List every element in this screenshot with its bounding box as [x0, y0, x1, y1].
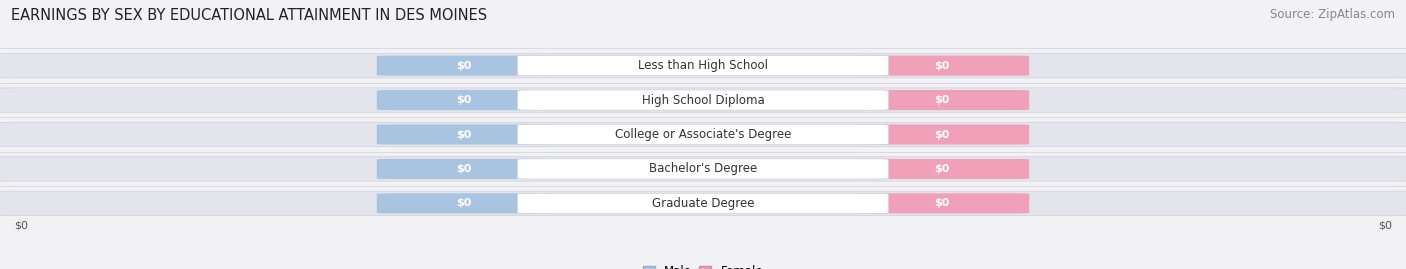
Text: Graduate Degree: Graduate Degree: [652, 197, 754, 210]
Text: $0: $0: [935, 198, 949, 208]
Text: Source: ZipAtlas.com: Source: ZipAtlas.com: [1270, 8, 1395, 21]
FancyBboxPatch shape: [517, 56, 889, 76]
FancyBboxPatch shape: [0, 88, 1406, 112]
FancyBboxPatch shape: [855, 193, 1029, 213]
FancyBboxPatch shape: [377, 159, 551, 179]
Text: $0: $0: [457, 164, 471, 174]
FancyBboxPatch shape: [0, 54, 1406, 78]
Text: High School Diploma: High School Diploma: [641, 94, 765, 107]
FancyBboxPatch shape: [377, 56, 551, 76]
FancyBboxPatch shape: [517, 125, 889, 144]
FancyBboxPatch shape: [377, 90, 551, 110]
Text: $0: $0: [935, 164, 949, 174]
Legend: Male, Female: Male, Female: [641, 262, 765, 269]
Text: $0: $0: [14, 221, 28, 231]
FancyBboxPatch shape: [517, 90, 889, 110]
FancyBboxPatch shape: [517, 159, 889, 179]
Text: College or Associate's Degree: College or Associate's Degree: [614, 128, 792, 141]
FancyBboxPatch shape: [855, 90, 1029, 110]
Text: $0: $0: [457, 95, 471, 105]
FancyBboxPatch shape: [0, 122, 1406, 147]
FancyBboxPatch shape: [377, 125, 551, 144]
FancyBboxPatch shape: [517, 193, 889, 213]
Text: $0: $0: [1378, 221, 1392, 231]
Text: Bachelor's Degree: Bachelor's Degree: [650, 162, 756, 175]
FancyBboxPatch shape: [855, 125, 1029, 144]
FancyBboxPatch shape: [855, 159, 1029, 179]
Text: $0: $0: [457, 198, 471, 208]
FancyBboxPatch shape: [377, 193, 551, 213]
Text: $0: $0: [457, 61, 471, 71]
Text: $0: $0: [457, 129, 471, 140]
Text: $0: $0: [935, 95, 949, 105]
FancyBboxPatch shape: [0, 191, 1406, 215]
Text: $0: $0: [935, 61, 949, 71]
Text: $0: $0: [935, 129, 949, 140]
Text: EARNINGS BY SEX BY EDUCATIONAL ATTAINMENT IN DES MOINES: EARNINGS BY SEX BY EDUCATIONAL ATTAINMEN…: [11, 8, 488, 23]
FancyBboxPatch shape: [855, 56, 1029, 76]
FancyBboxPatch shape: [0, 157, 1406, 181]
Text: Less than High School: Less than High School: [638, 59, 768, 72]
